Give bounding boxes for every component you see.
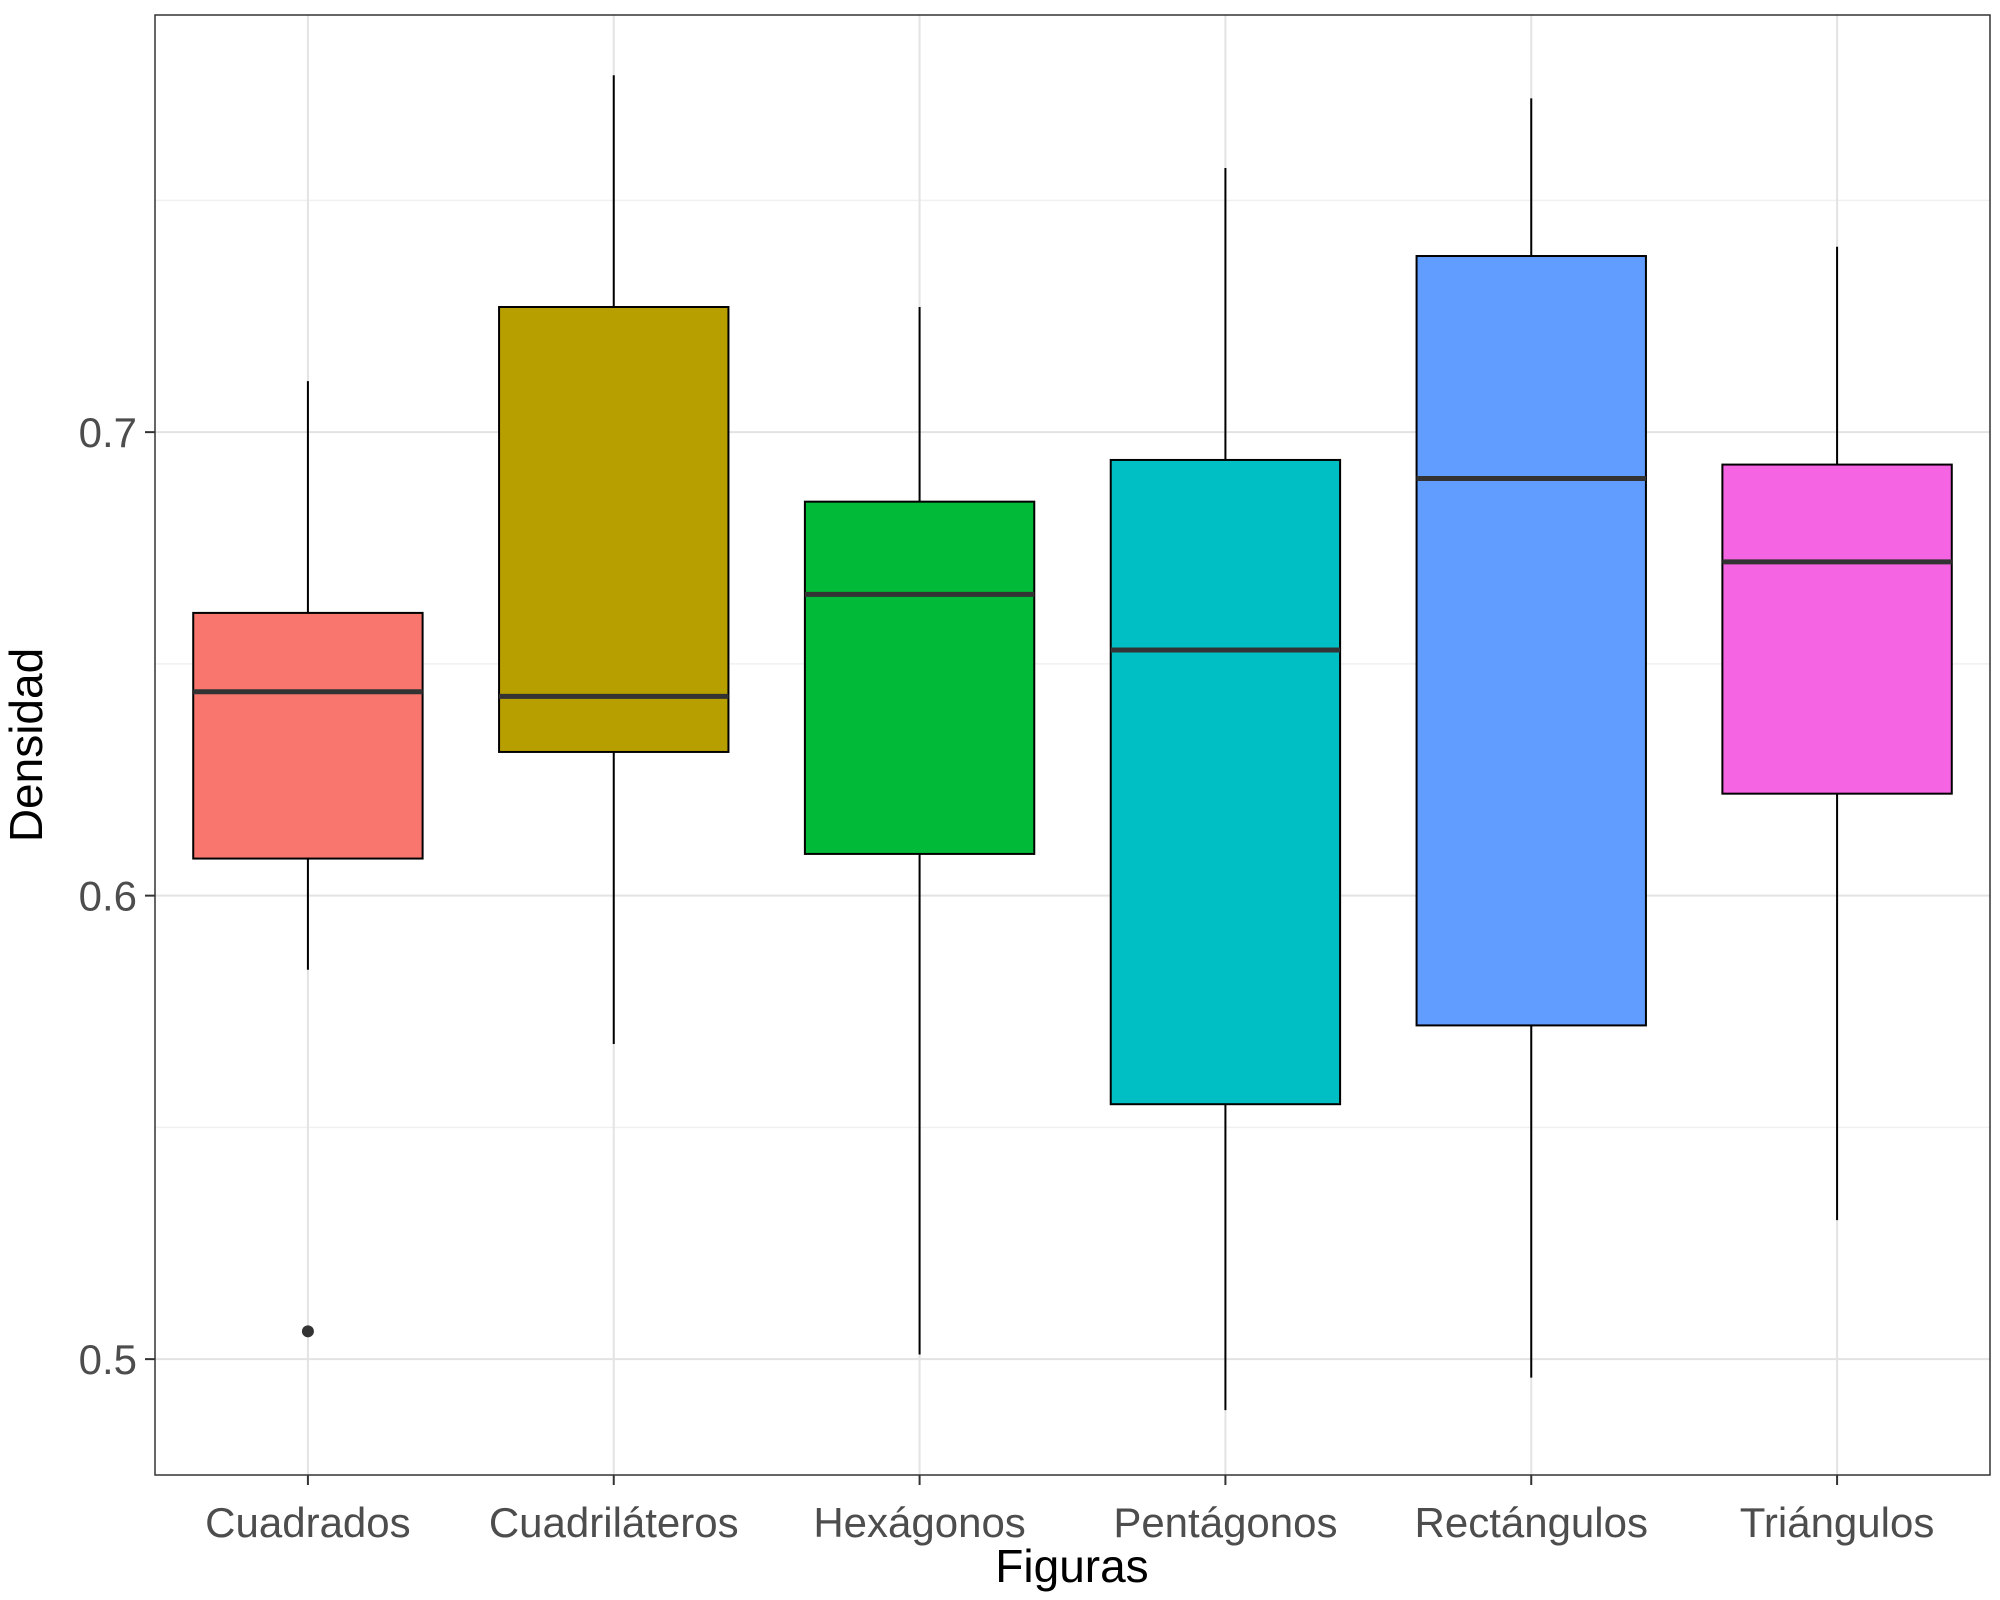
box-rect: [1415, 255, 1647, 1027]
y-tick-label: 0.7: [79, 409, 137, 456]
panel-border: [154, 14, 1991, 1476]
x-axis-title: Figuras: [995, 1540, 1148, 1592]
x-axis: Cuadrados Cuadriláteros Hexágonos Pentágono…: [205, 1475, 1934, 1546]
box-Cuadriláteros: [498, 75, 730, 1044]
box-Triángulos: [1721, 246, 1953, 1221]
box-rect: [498, 306, 730, 753]
x-tick-label: Cuadriláteros: [489, 1499, 739, 1546]
box-Pentágonos: [1109, 167, 1342, 1411]
y-tick-label: 0.5: [79, 1336, 137, 1383]
box-rect: [1721, 463, 1953, 795]
box-Hexágonos: [803, 307, 1036, 1355]
box-rect: [803, 500, 1036, 855]
outlier-point: [301, 1325, 314, 1338]
x-tick-label: Hexágonos: [813, 1499, 1025, 1546]
x-tick-label: Rectángulos: [1415, 1499, 1648, 1546]
x-tick-label: Triángulos: [1740, 1499, 1935, 1546]
boxes: [192, 75, 1953, 1411]
x-tick-label: Cuadrados: [205, 1499, 410, 1546]
panel-background: [155, 15, 1990, 1475]
x-tick-label: Pentágonos: [1113, 1499, 1337, 1546]
y-axis: 0.5 0.6 0.7: [79, 409, 155, 1383]
box-Cuadrados: [192, 381, 424, 1338]
box-rect: [1109, 458, 1342, 1106]
y-tick-label: 0.6: [79, 873, 137, 920]
box-rect: [192, 611, 424, 860]
box-Rectángulos: [1415, 98, 1647, 1378]
y-axis-title: Densidad: [0, 648, 52, 842]
